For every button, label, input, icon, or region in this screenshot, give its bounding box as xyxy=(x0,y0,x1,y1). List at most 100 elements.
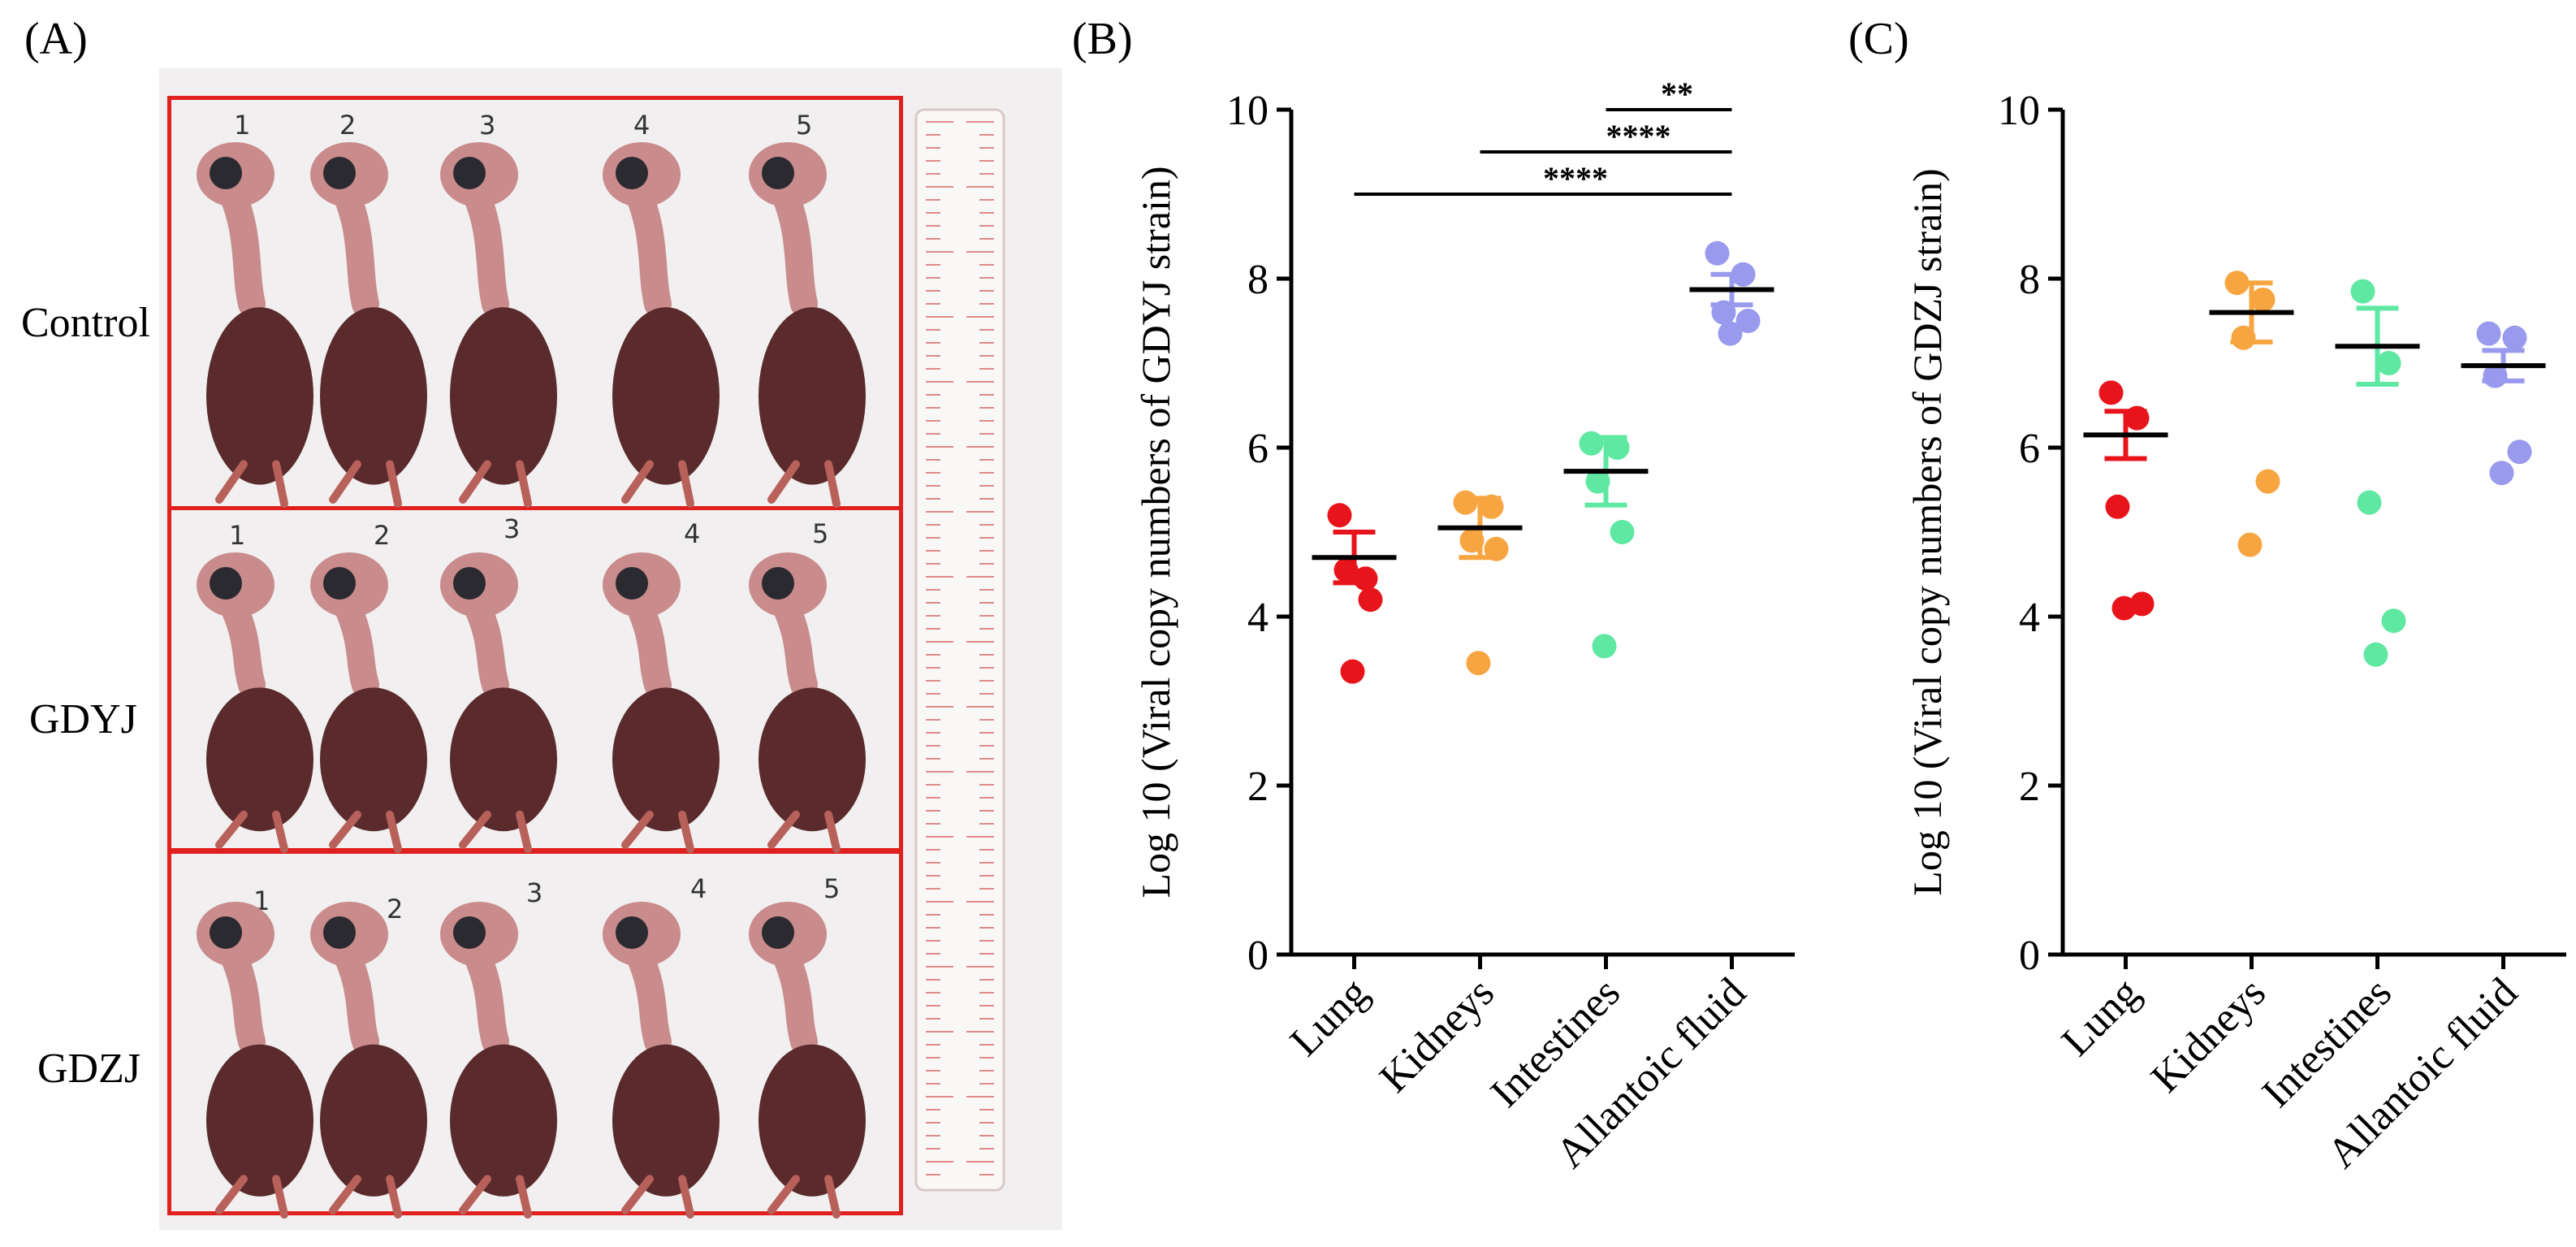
embryo xyxy=(197,142,313,508)
data-point xyxy=(2357,490,2382,515)
embryo xyxy=(603,552,720,853)
specimen-number: 2 xyxy=(387,894,404,924)
y-tick-label: 8 xyxy=(1247,257,1269,303)
data-point xyxy=(2250,288,2276,312)
embryo xyxy=(310,902,427,1219)
specimen-number: 5 xyxy=(796,110,813,141)
specimen-number: 4 xyxy=(633,110,650,141)
embryo-eye xyxy=(616,157,648,189)
embryo-eye xyxy=(762,157,794,189)
embryo-legs xyxy=(621,810,694,853)
significance-label: **** xyxy=(1543,160,1608,197)
significance-label: ** xyxy=(1661,76,1693,112)
embryo-eye xyxy=(210,916,242,949)
specimen-number: 3 xyxy=(526,877,543,908)
y-tick-label: 10 xyxy=(1998,88,2040,134)
y-tick-label: 4 xyxy=(2019,595,2040,641)
embryo-eye xyxy=(210,157,242,189)
data-point xyxy=(1453,490,1478,515)
data-point xyxy=(1705,240,1730,266)
chart-b-viral-load-gdyj: 0 2 4 6 8 10 Log 10 (Viral copy numbers of GDY… xyxy=(1133,76,1795,1177)
y-tick-label: 2 xyxy=(1247,764,1269,810)
embryo-legs xyxy=(329,810,402,853)
embryo-photo xyxy=(159,68,1062,1230)
embryo-legs xyxy=(215,810,288,853)
embryo-legs xyxy=(767,810,841,853)
data-point xyxy=(1605,435,1630,460)
data-point xyxy=(1592,634,1617,659)
embryo xyxy=(310,142,427,508)
data-point xyxy=(1610,520,1635,544)
y-tick-label: 6 xyxy=(2019,426,2040,472)
embryo-eye xyxy=(323,567,356,600)
y-tick-label: 6 xyxy=(1247,426,1269,472)
data-point xyxy=(1466,651,1491,676)
embryo-body xyxy=(450,1044,557,1197)
y-axis-label: Log 10 (Viral copy numbers of GDZJ strai… xyxy=(1904,168,1950,895)
specimen-number: 5 xyxy=(823,873,841,904)
specimen-number: 1 xyxy=(229,520,246,551)
x-tick-label: Lung xyxy=(2053,969,2149,1065)
embryo-body xyxy=(612,307,720,485)
data-point xyxy=(2363,642,2388,667)
embryo-body xyxy=(450,687,557,832)
specimen-number: 1 xyxy=(234,110,251,141)
embryo-legs xyxy=(215,460,288,508)
data-point xyxy=(2255,469,2280,494)
embryo xyxy=(440,552,557,853)
embryo xyxy=(749,142,866,508)
ruler-body xyxy=(914,108,1005,1192)
data-point xyxy=(1579,431,1604,456)
embryo xyxy=(440,902,557,1219)
panel-label-c: (C) xyxy=(1848,14,1909,64)
embryo xyxy=(603,902,720,1219)
embryo-eye xyxy=(453,916,486,949)
specimen-number: 4 xyxy=(690,873,707,904)
embryo-legs xyxy=(767,460,841,508)
row-label-gdyj: GDYJ xyxy=(29,696,137,743)
specimen-number: 3 xyxy=(504,513,521,544)
embryo-eye xyxy=(762,567,794,600)
data-point xyxy=(2098,380,2124,405)
embryo-eye xyxy=(762,916,794,949)
embryo xyxy=(197,902,313,1219)
embryo-legs xyxy=(621,1175,694,1219)
embryo-body xyxy=(759,1044,866,1197)
embryo-body xyxy=(759,307,866,485)
data-point xyxy=(1327,503,1352,528)
panel-label-a: (A) xyxy=(24,14,88,64)
data-point xyxy=(1358,587,1383,613)
embryo-eye xyxy=(323,157,356,189)
y-axis-label: Log 10 (Viral copy numbers of GDYJ strai… xyxy=(1133,167,1178,898)
embryo-eye xyxy=(616,916,648,949)
embryo-legs xyxy=(459,1175,532,1219)
embryo-legs xyxy=(621,460,694,508)
embryo-eye xyxy=(453,567,486,600)
embryo xyxy=(749,552,866,853)
embryo-body xyxy=(206,687,313,832)
y-tick-label: 2 xyxy=(2019,764,2040,810)
chart-c-viral-load-gdzj: 0 2 4 6 8 10 Log 10 (Viral copy numbers of GDZ… xyxy=(1904,88,2566,1177)
data-point xyxy=(1735,309,1761,333)
data-point xyxy=(1718,321,1743,346)
data-point xyxy=(2111,595,2137,621)
specimen-number: 5 xyxy=(812,518,829,549)
x-tick-label: Lung xyxy=(1282,969,1377,1065)
y-tick-label: 0 xyxy=(2019,933,2040,979)
specimen-number: 3 xyxy=(479,110,496,141)
data-point xyxy=(2237,532,2263,557)
embryo-eye xyxy=(323,916,356,949)
embryo-legs xyxy=(329,1175,402,1219)
y-tick-label: 4 xyxy=(1247,595,1269,641)
embryo-body xyxy=(759,687,866,832)
y-tick-label: 0 xyxy=(1247,933,1269,979)
data-point xyxy=(2476,321,2501,346)
embryo-eye xyxy=(616,567,648,600)
specimen-number: 2 xyxy=(339,110,357,141)
embryo-legs xyxy=(767,1175,841,1219)
embryo-legs xyxy=(215,1175,288,1219)
y-tick-label: 8 xyxy=(2019,257,2040,303)
data-point xyxy=(2381,608,2406,634)
embryo-body xyxy=(320,687,427,832)
